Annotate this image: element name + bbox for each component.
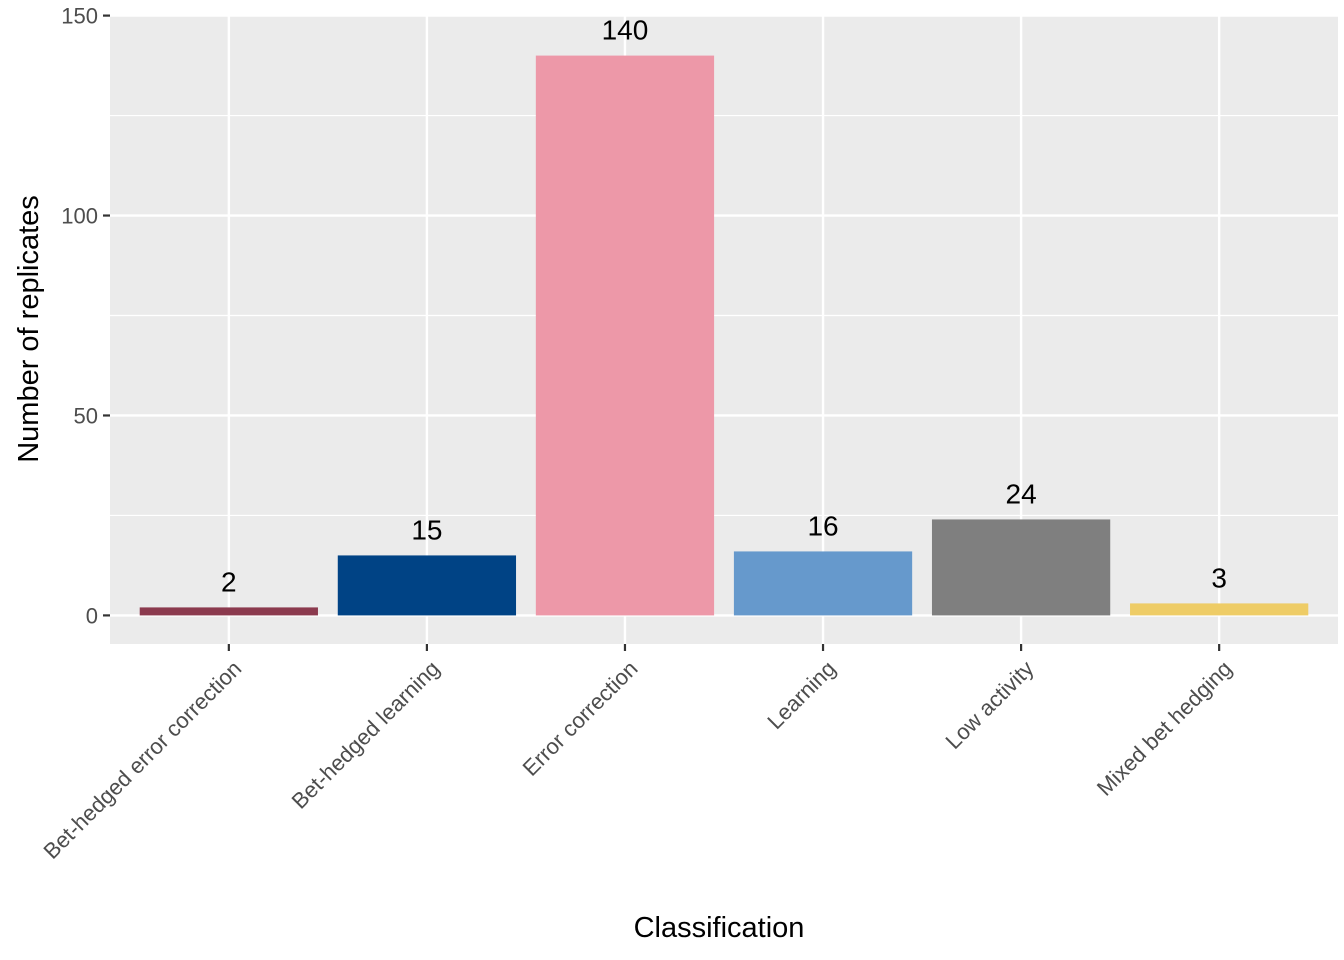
y-axis-title: Number of replicates (13, 195, 45, 463)
major-gridlines (110, 14, 1338, 644)
minor-gridlines (110, 114, 1338, 517)
data-label: 2 (221, 566, 237, 597)
plot-panel (110, 15, 1338, 644)
data-label: 16 (807, 510, 838, 541)
data-label: 3 (1211, 562, 1227, 593)
y-tick-label: 50 (74, 403, 98, 428)
bar-4 (931, 519, 1111, 616)
x-tick-label: Bet-hedged error correction (38, 656, 246, 864)
x-axis: Bet-hedged error correction Bet-hedged le… (38, 644, 1237, 864)
bar-1 (337, 555, 517, 616)
bars (139, 55, 1309, 616)
y-tick-label: 100 (61, 204, 98, 229)
data-label: 140 (602, 15, 649, 46)
x-axis-title: Classification (634, 912, 805, 944)
y-tick-label: 0 (86, 603, 98, 628)
y-tick-label: 150 (61, 4, 98, 29)
y-axis: 0 50 100 150 (61, 4, 110, 628)
data-label: 15 (411, 514, 442, 545)
x-tick-label: Mixed bet hedging (1092, 656, 1237, 801)
bar-5 (1130, 603, 1309, 616)
data-labels: 2 15 140 16 24 3 (221, 15, 1227, 598)
data-label: 24 (1006, 478, 1037, 509)
x-tick-label: Learning (762, 656, 840, 734)
x-tick-label: Bet-hedged learning (287, 656, 445, 814)
x-tick-label: Error correction (518, 656, 643, 781)
x-tick-label: Low activity (941, 656, 1039, 754)
bar-0 (139, 607, 318, 616)
bar-2 (535, 55, 715, 616)
bar-3 (733, 551, 913, 616)
